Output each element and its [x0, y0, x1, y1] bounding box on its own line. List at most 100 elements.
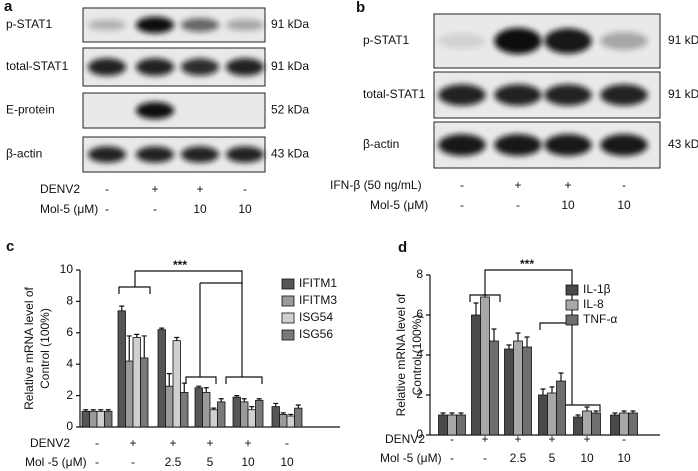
y-tick-label: 6 — [66, 325, 73, 339]
band — [438, 134, 486, 156]
band — [494, 27, 542, 55]
condition-value: + — [196, 182, 203, 196]
legend-label: ISG56 — [299, 327, 333, 341]
x-tick-label: + — [129, 436, 136, 450]
size-label: 43 kDa — [668, 137, 698, 151]
bar — [271, 406, 280, 428]
band — [87, 146, 127, 163]
bar — [180, 392, 189, 428]
error-bar — [83, 409, 89, 412]
error-bar — [630, 410, 636, 413]
error-bar — [203, 387, 209, 393]
error-bar — [234, 395, 240, 398]
bar — [132, 337, 141, 428]
condition-value: + — [564, 178, 571, 192]
blot-frame — [82, 92, 266, 129]
error-bar — [612, 412, 618, 415]
error-bar — [181, 382, 187, 393]
condition-value: + — [514, 178, 521, 192]
size-label: 91 kDa — [668, 33, 698, 47]
band — [494, 84, 542, 106]
bar — [172, 340, 181, 428]
condition-value: - — [460, 198, 464, 212]
band — [135, 58, 175, 76]
x-tick-label: + — [548, 432, 555, 446]
y-tick-label: 6 — [416, 307, 423, 321]
error-bar — [174, 336, 180, 341]
condition-value: - — [460, 178, 464, 192]
legend-swatch — [565, 314, 579, 326]
y-tick-label: 2 — [66, 388, 73, 402]
error-bar — [621, 410, 627, 413]
y-axis-label: Control (100%) — [38, 308, 52, 389]
bar — [556, 380, 566, 436]
error-bar — [241, 398, 247, 402]
bar — [89, 410, 98, 428]
error-bar — [280, 412, 286, 415]
bar — [247, 409, 256, 428]
band — [135, 16, 175, 34]
error-bar — [218, 398, 224, 402]
row-label: p-STAT1 — [6, 17, 53, 31]
x-tick-label: 2.5 — [510, 451, 527, 465]
x-tick-label: + — [481, 432, 488, 446]
band — [600, 134, 648, 156]
legend-swatch — [281, 278, 295, 290]
band — [544, 84, 592, 106]
row-label: β-actin — [363, 137, 399, 151]
y-tick-label: 8 — [66, 294, 73, 308]
bar — [96, 410, 105, 428]
y-tick-label: 4 — [416, 347, 423, 361]
x-row-label: Mol -5 (μM) — [25, 455, 87, 469]
band — [87, 19, 127, 31]
legend-swatch — [281, 312, 295, 324]
x-tick-label: 10 — [280, 455, 294, 469]
bar — [480, 296, 490, 436]
error-bar — [449, 412, 455, 415]
bar — [573, 416, 583, 436]
error-bar — [288, 413, 294, 417]
bar — [209, 409, 218, 428]
error-bar — [159, 327, 165, 330]
size-label: 43 kDa — [271, 147, 309, 161]
condition-label: Mol-5 (μM) — [40, 202, 98, 216]
condition-value: - — [516, 198, 520, 212]
x-tick-label: - — [483, 451, 487, 465]
band — [600, 32, 648, 50]
error-bar — [506, 344, 512, 349]
condition-value: - — [105, 202, 109, 216]
bar — [117, 310, 126, 428]
bar — [547, 392, 557, 436]
x-tick-label: + — [514, 432, 521, 446]
size-label: 91 kDa — [271, 17, 309, 31]
bar — [522, 346, 532, 436]
band — [180, 18, 220, 32]
y-tick-label: 0 — [66, 419, 73, 433]
row-label: p-STAT1 — [363, 33, 410, 47]
error-bar — [515, 332, 521, 341]
bracket-c — [118, 270, 263, 384]
panel-letter: c — [6, 238, 14, 255]
condition-value: - — [105, 182, 109, 196]
y-tick-label: 2 — [416, 387, 423, 401]
legend-swatch — [281, 329, 295, 341]
x-tick-label: - — [622, 432, 626, 446]
band — [494, 134, 542, 156]
bar — [104, 410, 113, 428]
x-row-label: DENV2 — [385, 432, 425, 446]
size-label: 91 kDa — [271, 59, 309, 73]
bar — [202, 392, 211, 428]
x-tick-label: - — [450, 451, 454, 465]
x-tick-label: - — [450, 432, 454, 446]
bar — [157, 329, 166, 428]
band — [225, 146, 265, 163]
band — [544, 28, 592, 54]
bar — [628, 412, 638, 436]
error-bar — [196, 385, 202, 388]
bar — [456, 414, 466, 436]
y-tick-label: 0 — [416, 427, 423, 441]
band — [544, 134, 592, 156]
row-label: total-STAT1 — [363, 87, 426, 101]
legend-swatch — [565, 299, 579, 311]
panel-letter: b — [356, 0, 365, 16]
